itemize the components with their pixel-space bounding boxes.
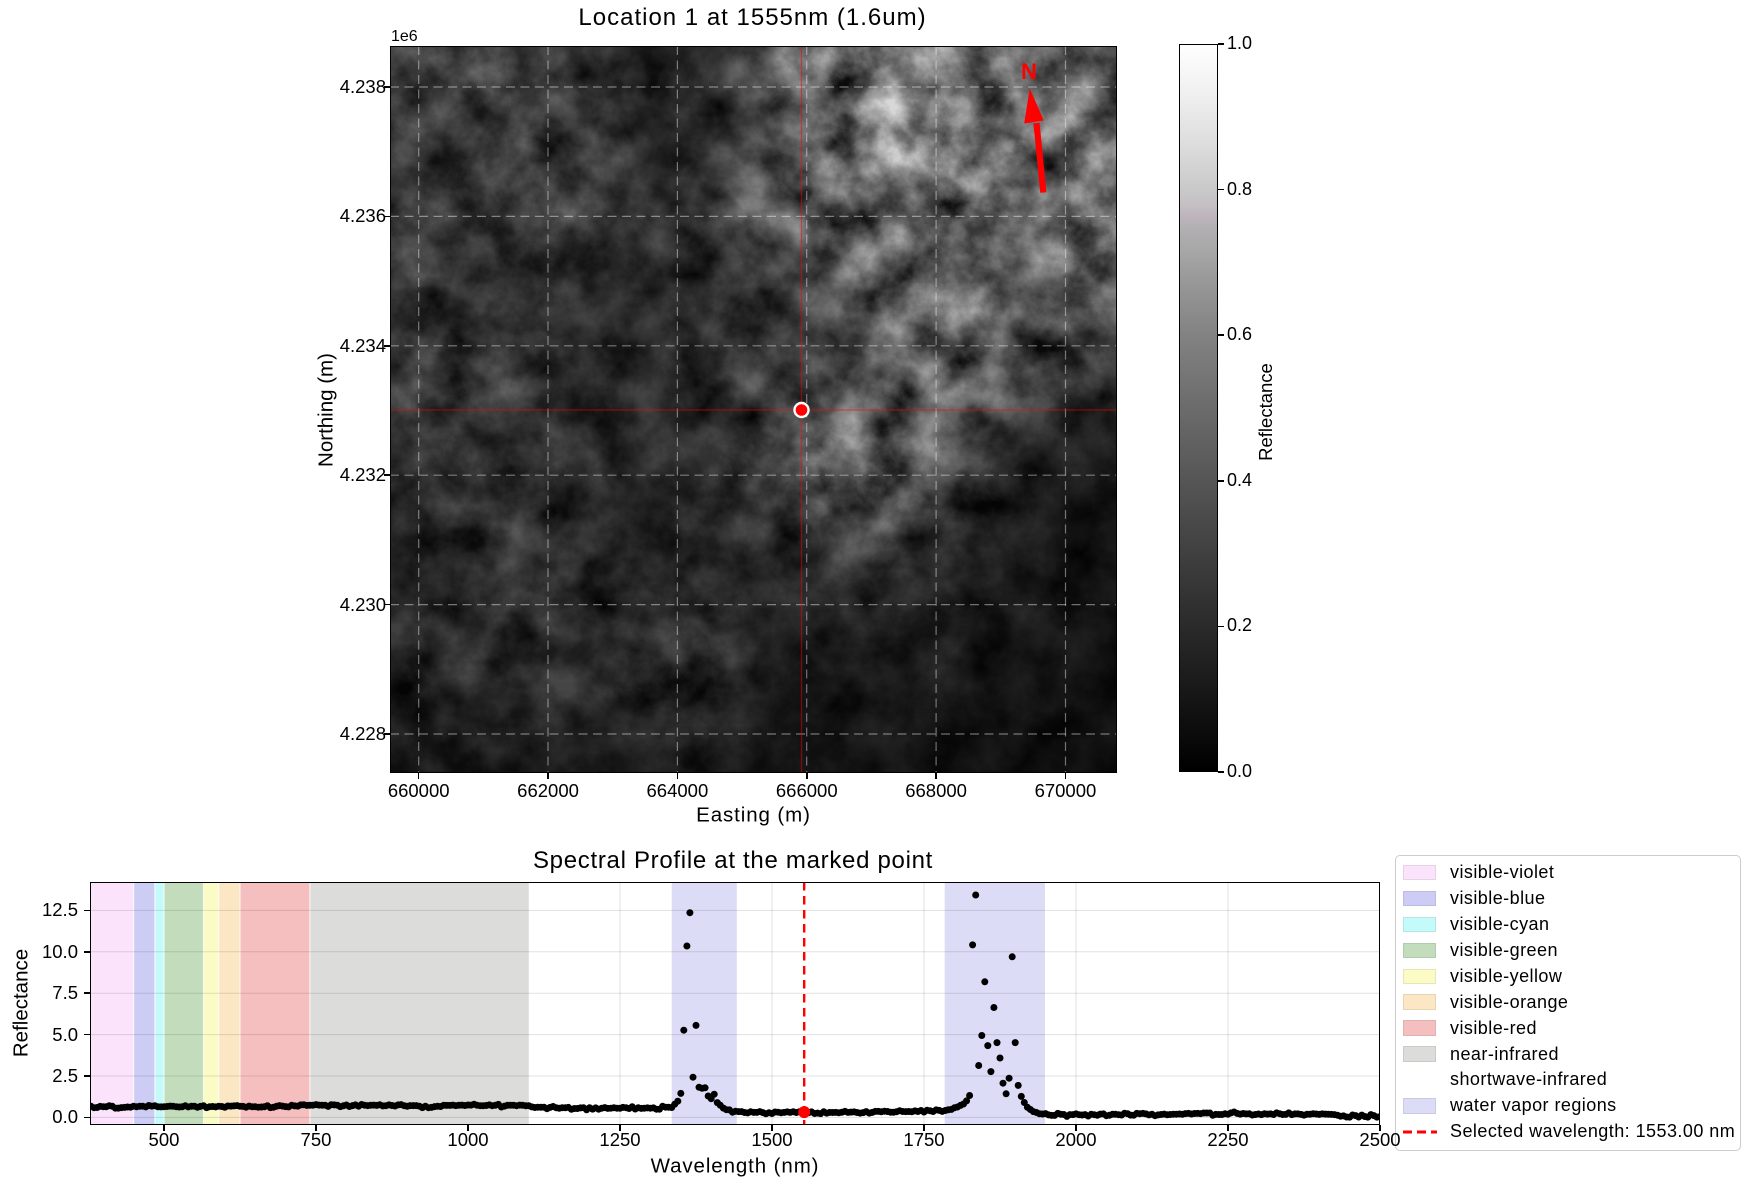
svg-text:N: N	[1021, 59, 1037, 84]
